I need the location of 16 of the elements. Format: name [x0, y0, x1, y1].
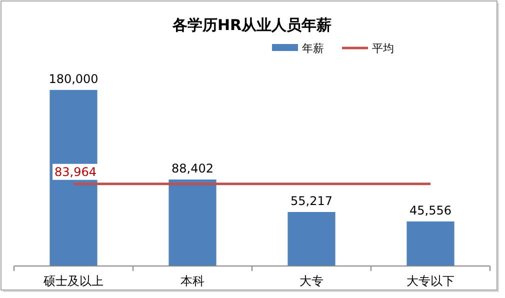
legend-label: 年薪 [302, 42, 324, 55]
bar [406, 221, 454, 266]
x-tick-label: 大专 [300, 274, 324, 288]
x-tick-label: 本科 [180, 274, 204, 288]
x-tick-label: 大专以下 [406, 274, 454, 288]
data-label: 180,000 [48, 72, 98, 86]
data-label: 83,964 [54, 164, 96, 179]
bar [168, 180, 216, 266]
data-label: 55,217 [290, 194, 332, 208]
chart-title: 各学历HR从业人员年薪 [171, 16, 332, 34]
data-label: 45,556 [410, 203, 452, 218]
legend-label: 平均 [372, 42, 394, 55]
x-tick-label: 硕士及以上 [42, 274, 104, 288]
data-label: 88,402 [172, 162, 214, 176]
bar [288, 212, 336, 266]
bar [50, 90, 98, 266]
